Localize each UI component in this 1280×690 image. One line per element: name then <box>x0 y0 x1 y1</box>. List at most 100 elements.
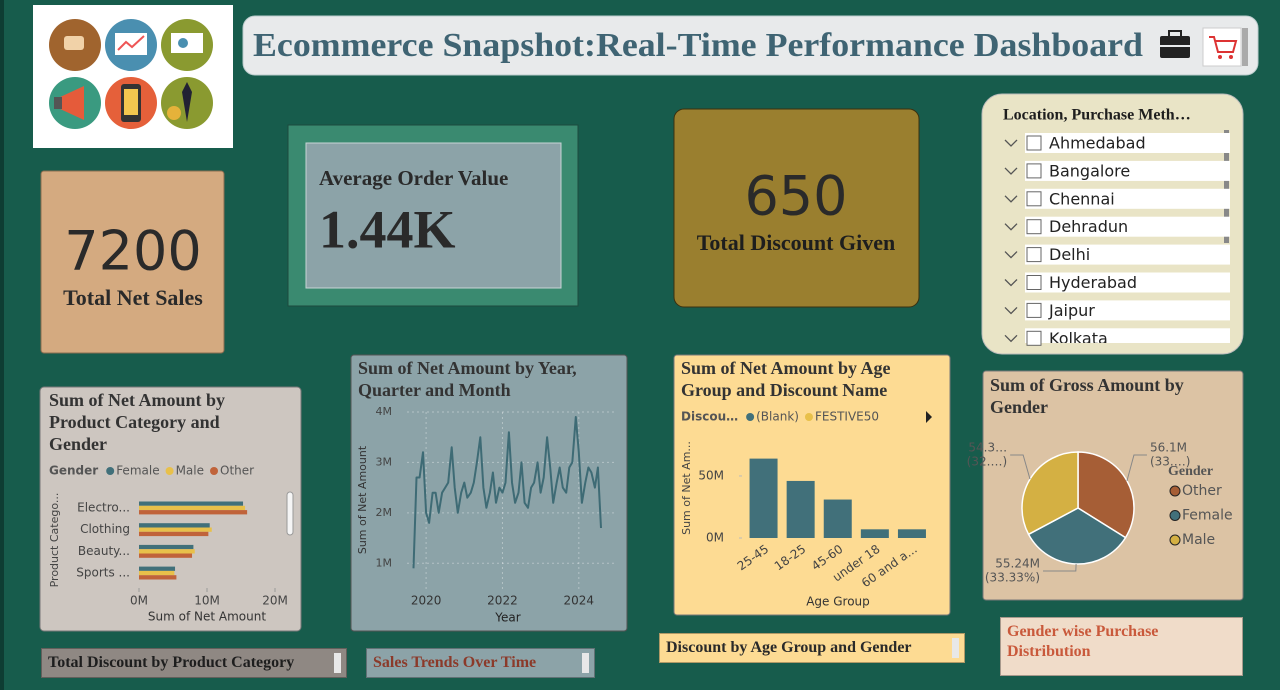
y-tick-label: 3M <box>376 455 393 468</box>
bar <box>139 501 244 506</box>
legend-dot <box>210 467 219 475</box>
y-tick-label: 4M <box>376 405 393 418</box>
x-tick-label: 20M <box>262 594 288 608</box>
bar <box>139 544 194 550</box>
slicer-item[interactable]: Chennai <box>1004 188 1230 209</box>
slicer-item[interactable]: Jaipur <box>1004 300 1230 321</box>
legend-next-arrow[interactable] <box>926 411 932 423</box>
chevron <box>1004 306 1018 315</box>
bar <box>823 499 852 538</box>
nav-button[interactable]: Gender wise Purchase Distribution <box>1000 617 1243 676</box>
chart-title: Sum of Net Amount by Year, Quarter and M… <box>358 358 577 400</box>
x-tick-label: 2024 <box>564 594 595 608</box>
slicer-title: Location, Purchase Meth… <box>1003 107 1191 124</box>
bar <box>139 549 195 554</box>
legend-label: Male <box>176 464 204 478</box>
nav-button[interactable]: Total Discount by Product Category <box>41 648 347 678</box>
data-label: (33.…) <box>1150 455 1190 469</box>
bar <box>139 510 248 515</box>
chevron <box>1004 139 1018 147</box>
kpi-value: 650 <box>744 165 847 228</box>
slicer-item-label: Bangalore <box>1049 161 1130 180</box>
slicer-item[interactable]: Bangalore <box>1004 160 1230 181</box>
slicer-item-label: Chennai <box>1049 189 1115 208</box>
nav-button[interactable]: Discount by Age Group and Gender <box>659 633 965 663</box>
bar <box>897 529 926 538</box>
slicer-item[interactable]: Hyderabad <box>1004 272 1230 293</box>
checkbox[interactable] <box>1026 163 1042 179</box>
legend-dot <box>1169 534 1181 546</box>
y-tick-label: 1M <box>376 556 393 569</box>
y-tick-label: 50M <box>698 468 724 482</box>
legend-label: Female <box>116 464 159 478</box>
bar <box>749 458 778 538</box>
kpi-label: Total Discount Given <box>697 230 895 255</box>
slicer-row <box>1025 328 1230 343</box>
briefcase-icon <box>1160 30 1190 58</box>
line <box>412 416 602 569</box>
checkbox[interactable] <box>1026 135 1042 151</box>
slicer-row <box>1025 188 1230 209</box>
kpi-label: Total Net Sales <box>63 285 203 310</box>
kpi-card <box>40 170 225 354</box>
chevron <box>1004 195 1018 203</box>
bar <box>139 575 177 580</box>
checkbox[interactable] <box>1026 191 1042 207</box>
checkbox[interactable] <box>1026 219 1042 235</box>
legend-dot <box>1169 510 1181 521</box>
bar <box>139 505 246 511</box>
slicer-item[interactable]: Ahmedabad <box>1004 133 1230 153</box>
chart-scrollbar[interactable] <box>286 491 294 536</box>
checkbox[interactable] <box>1026 330 1042 346</box>
data-label: 56.1M <box>1150 441 1187 455</box>
slicer-row <box>1025 244 1230 265</box>
chart-title: Sum of Net Amount by Age Group and Disco… <box>681 358 891 400</box>
legend-title: Gender <box>1168 464 1213 479</box>
chevron <box>1004 167 1018 175</box>
kpi-card <box>673 108 920 308</box>
y-tick-label: Electro... <box>77 501 130 515</box>
x-tick-label: 2022 <box>487 594 518 608</box>
dashboard-title: Ecommerce Snapshot:Real-Time Performance… <box>253 27 1143 64</box>
x-tick-label: 2020 <box>411 594 442 608</box>
slicer-item[interactable]: Dehradun <box>1004 216 1230 237</box>
chevron <box>1004 334 1018 343</box>
button-handle <box>334 653 341 673</box>
slicer-item[interactable]: Delhi <box>1004 244 1230 265</box>
bar <box>139 566 176 571</box>
slicer-row <box>1025 216 1230 237</box>
y-tick-label: 2M <box>376 506 393 519</box>
kpi-value: 7200 <box>64 220 201 283</box>
kpi-label: Average Order Value <box>319 166 508 190</box>
legend-dot <box>106 467 115 475</box>
bar <box>786 480 815 538</box>
bar <box>139 570 175 576</box>
cart-icon[interactable] <box>1202 27 1248 67</box>
x-tick-label: 0M <box>130 594 148 608</box>
checkbox[interactable] <box>1026 275 1042 290</box>
x-axis-label: Age Group <box>806 595 870 609</box>
slicer-item-label: Ahmedabad <box>1049 134 1146 153</box>
data-label: (32.…) <box>967 455 1007 469</box>
nav-button[interactable]: Sales Trends Over Time <box>366 648 595 678</box>
y-tick-label: Beauty... <box>78 544 130 558</box>
leader-line <box>1010 454 1031 480</box>
slicer-item-label: Kolkata <box>1049 329 1108 348</box>
checkbox[interactable] <box>1026 302 1042 318</box>
legend-label: Other <box>1182 483 1222 499</box>
chart-title: Sum of Net Amount by Product Category an… <box>49 390 226 454</box>
checkbox[interactable] <box>1026 247 1042 263</box>
y-tick-label: Clothing <box>80 522 130 536</box>
header-box <box>242 15 1259 76</box>
button-handle <box>952 638 959 658</box>
slicer-item[interactable]: Kolkata <box>1004 328 1230 348</box>
x-axis-label: Year <box>494 611 520 625</box>
slicer-item-label: Jaipur <box>1048 301 1095 320</box>
pie-slice <box>1021 451 1079 536</box>
slicer-scrollbar[interactable] <box>1224 130 1229 243</box>
kpi-inner <box>305 142 562 289</box>
y-axis-label: Product Catego... <box>48 493 61 588</box>
bar <box>860 529 889 538</box>
legend-label: FESTIVE50 <box>815 410 879 424</box>
